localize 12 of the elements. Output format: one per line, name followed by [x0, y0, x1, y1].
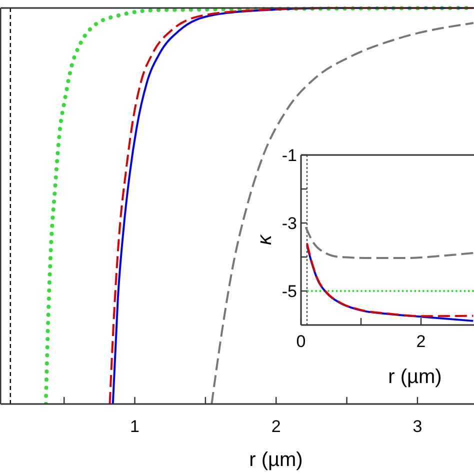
x-axis-title: r (µm) [249, 449, 303, 471]
x-axis-title: r (µm) [388, 366, 442, 388]
x-tick-label: 2 [416, 332, 426, 351]
x-tick-label: 3 [412, 417, 422, 436]
y-axis-title: κ [254, 234, 276, 245]
y-tick-label: -5 [282, 282, 297, 301]
x-tick-label: 0 [296, 332, 306, 351]
y-tick-label: -3 [282, 214, 297, 233]
line-series [304, 226, 474, 260]
y-tick-label: -1 [282, 146, 297, 165]
x-tick-label: 1 [130, 417, 140, 436]
x-tick-label: 2 [271, 417, 281, 436]
